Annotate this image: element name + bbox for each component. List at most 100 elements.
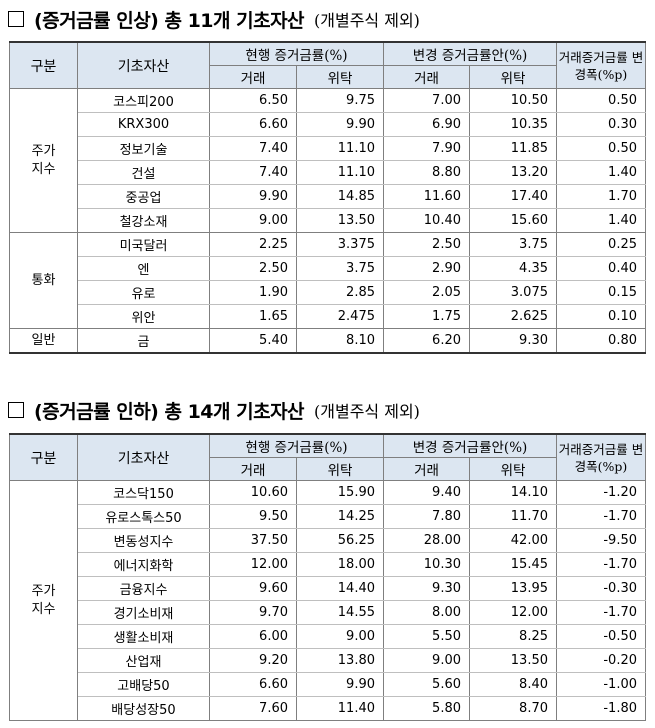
header-proposed-trade: 거래 bbox=[383, 65, 470, 89]
proposed-consign-cell: 13.50 bbox=[469, 648, 557, 673]
header-current-trade: 거래 bbox=[209, 65, 297, 89]
current-consign-cell: 56.25 bbox=[296, 528, 384, 553]
table-row: 변동성지수 37.50 56.25 28.00 42.00 -9.50 bbox=[10, 528, 646, 553]
asset-cell: 생활소비재 bbox=[77, 624, 210, 649]
current-trade-cell: 12.00 bbox=[209, 552, 297, 577]
proposed-trade-cell: 11.60 bbox=[383, 184, 470, 209]
current-trade-cell: 9.90 bbox=[209, 184, 297, 209]
change-cell: 0.80 bbox=[556, 328, 646, 354]
change-cell: -9.50 bbox=[556, 528, 646, 553]
header-category: 구분 bbox=[9, 41, 78, 89]
current-trade-cell: 1.65 bbox=[209, 304, 297, 329]
change-cell: 1.70 bbox=[556, 184, 646, 209]
header-proposed: 변경 증거금률안(%) bbox=[383, 41, 557, 66]
table-row: 유로 1.90 2.85 2.05 3.075 0.15 bbox=[10, 280, 646, 305]
proposed-trade-cell: 6.20 bbox=[383, 328, 470, 354]
proposed-consign-cell: 15.45 bbox=[469, 552, 557, 577]
asset-cell: 철강소재 bbox=[77, 208, 210, 233]
current-trade-cell: 1.90 bbox=[209, 280, 297, 305]
current-consign-cell: 14.55 bbox=[296, 600, 384, 625]
proposed-consign-cell: 11.70 bbox=[469, 504, 557, 529]
asset-cell: 건설 bbox=[77, 160, 210, 185]
current-consign-cell: 11.10 bbox=[296, 160, 384, 185]
proposed-trade-cell: 7.90 bbox=[383, 136, 470, 161]
current-consign-cell: 14.25 bbox=[296, 504, 384, 529]
table-row: 주가 지수 코스닥150 10.60 15.90 9.40 14.10 -1.20 bbox=[9, 480, 646, 721]
asset-cell: 금 bbox=[77, 328, 210, 354]
decrease-table: 구분 기초자산 현행 증거금률(%) 변경 증거금률안(%) 거래증거금률 변경… bbox=[9, 433, 646, 721]
proposed-trade-cell: 9.30 bbox=[383, 576, 470, 601]
change-cell: 0.15 bbox=[556, 280, 646, 305]
header-change: 거래증거금률 변경폭(%p) bbox=[556, 41, 646, 89]
proposed-consign-cell: 14.10 bbox=[469, 480, 557, 505]
current-consign-cell: 9.75 bbox=[296, 88, 384, 113]
change-cell: -0.30 bbox=[556, 576, 646, 601]
change-cell: -1.20 bbox=[556, 480, 646, 505]
asset-cell: 유로 bbox=[77, 280, 210, 305]
change-cell: -0.20 bbox=[556, 648, 646, 673]
proposed-consign-cell: 11.85 bbox=[469, 136, 557, 161]
proposed-consign-cell: 3.075 bbox=[469, 280, 557, 305]
header-current-trade: 거래 bbox=[209, 457, 297, 481]
asset-cell: 중공업 bbox=[77, 184, 210, 209]
proposed-trade-cell: 9.40 bbox=[383, 480, 470, 505]
current-consign-cell: 9.90 bbox=[296, 672, 384, 697]
asset-cell: 고배당50 bbox=[77, 672, 210, 697]
proposed-trade-cell: 28.00 bbox=[383, 528, 470, 553]
proposed-trade-cell: 10.40 bbox=[383, 208, 470, 233]
table-row: 철강소재 9.00 13.50 10.40 15.60 1.40 bbox=[10, 208, 646, 233]
decrease-title: (증거금률 인하) 총 14개 기초자산 bbox=[34, 400, 305, 423]
current-trade-cell: 9.20 bbox=[209, 648, 297, 673]
proposed-consign-cell: 3.75 bbox=[469, 232, 557, 257]
current-trade-cell: 9.70 bbox=[209, 600, 297, 625]
current-trade-cell: 9.00 bbox=[209, 208, 297, 233]
proposed-trade-cell: 7.80 bbox=[383, 504, 470, 529]
proposed-consign-cell: 8.70 bbox=[469, 696, 557, 721]
current-trade-cell: 6.00 bbox=[209, 624, 297, 649]
current-consign-cell: 18.00 bbox=[296, 552, 384, 577]
change-cell: 0.50 bbox=[556, 88, 646, 113]
proposed-trade-cell: 2.90 bbox=[383, 256, 470, 281]
increase-title: (증거금률 인상) 총 11개 기초자산 bbox=[34, 9, 305, 32]
current-consign-cell: 2.475 bbox=[296, 304, 384, 329]
change-cell: 1.40 bbox=[556, 160, 646, 185]
header-proposed-consign: 위탁 bbox=[469, 457, 557, 481]
proposed-trade-cell: 6.90 bbox=[383, 112, 470, 137]
proposed-trade-cell: 7.00 bbox=[383, 88, 470, 113]
table-row: 고배당50 6.60 9.90 5.60 8.40 -1.00 bbox=[10, 672, 646, 697]
current-consign-cell: 11.10 bbox=[296, 136, 384, 161]
change-cell: 0.30 bbox=[556, 112, 646, 137]
header-proposed-consign: 위탁 bbox=[469, 65, 557, 89]
current-trade-cell: 5.40 bbox=[209, 328, 297, 354]
asset-cell: 배당성장50 bbox=[77, 696, 210, 721]
asset-cell: 유로스톡스50 bbox=[77, 504, 210, 529]
header-change: 거래증거금률 변경폭(%p) bbox=[556, 433, 646, 481]
table-row: 경기소비재 9.70 14.55 8.00 12.00 -1.70 bbox=[10, 600, 646, 625]
table-row: 생활소비재 6.00 9.00 5.50 8.25 -0.50 bbox=[10, 624, 646, 649]
proposed-consign-cell: 10.50 bbox=[469, 88, 557, 113]
table-row: 건설 7.40 11.10 8.80 13.20 1.40 bbox=[10, 160, 646, 185]
table-row: 주가 지수 코스피200 6.50 9.75 7.00 10.50 0.50 bbox=[9, 88, 646, 233]
change-cell: -1.80 bbox=[556, 696, 646, 721]
table-row: 일반 금 5.40 8.10 6.20 9.30 0.80 bbox=[9, 328, 646, 354]
proposed-consign-cell: 15.60 bbox=[469, 208, 557, 233]
decrease-section-title: (증거금률 인하) 총 14개 기초자산 (개별주식 제외) bbox=[8, 397, 420, 423]
header-proposed: 변경 증거금률안(%) bbox=[383, 433, 557, 458]
current-trade-cell: 6.60 bbox=[209, 672, 297, 697]
current-trade-cell: 2.50 bbox=[209, 256, 297, 281]
change-cell: 1.40 bbox=[556, 208, 646, 233]
asset-cell: 경기소비재 bbox=[77, 600, 210, 625]
current-consign-cell: 14.85 bbox=[296, 184, 384, 209]
asset-cell: 금융지수 bbox=[77, 576, 210, 601]
checkbox-square-icon bbox=[8, 11, 24, 27]
increase-table: 구분 기초자산 현행 증거금률(%) 변경 증거금률안(%) 거래증거금률 변경… bbox=[9, 41, 646, 354]
current-trade-cell: 9.50 bbox=[209, 504, 297, 529]
proposed-consign-cell: 12.00 bbox=[469, 600, 557, 625]
asset-cell: 코스피200 bbox=[77, 88, 210, 113]
proposed-consign-cell: 4.35 bbox=[469, 256, 557, 281]
table-row: 유로스톡스50 9.50 14.25 7.80 11.70 -1.70 bbox=[10, 504, 646, 529]
header-current: 현행 증거금률(%) bbox=[209, 433, 384, 458]
asset-cell: 코스닥150 bbox=[77, 480, 210, 505]
table-row: 에너지화학 12.00 18.00 10.30 15.45 -1.70 bbox=[10, 552, 646, 577]
proposed-consign-cell: 13.95 bbox=[469, 576, 557, 601]
